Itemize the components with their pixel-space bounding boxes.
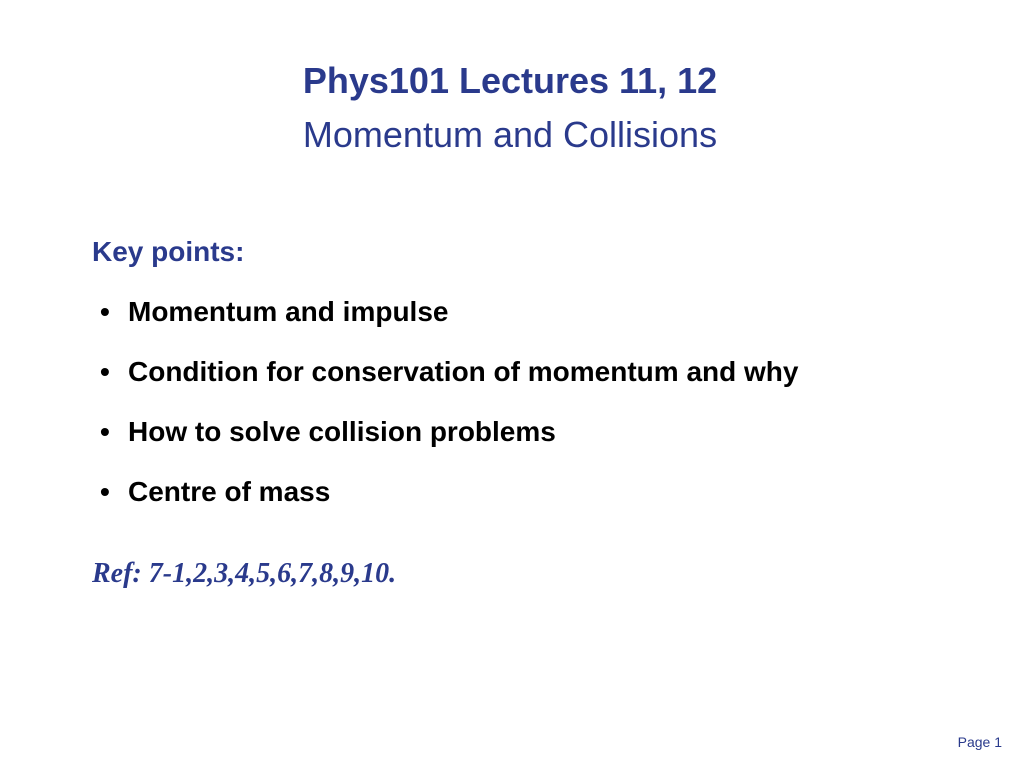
bullet-item: Condition for conservation of momentum a…	[100, 356, 940, 388]
title-section: Phys101 Lectures 11, 12 Momentum and Col…	[80, 60, 940, 156]
key-points-heading: Key points:	[92, 236, 940, 268]
bullet-item: Momentum and impulse	[100, 296, 940, 328]
bullet-item: Centre of mass	[100, 476, 940, 508]
bullet-list: Momentum and impulse Condition for conse…	[92, 296, 940, 508]
subtitle: Momentum and Collisions	[80, 114, 940, 156]
bullet-item: How to solve collision problems	[100, 416, 940, 448]
reference-text: Ref: 7-1,2,3,4,5,6,7,8,9,10.	[92, 558, 940, 590]
main-title: Phys101 Lectures 11, 12	[80, 60, 940, 102]
content-section: Key points: Momentum and impulse Conditi…	[80, 236, 940, 590]
page-number: Page 1	[958, 734, 1002, 750]
